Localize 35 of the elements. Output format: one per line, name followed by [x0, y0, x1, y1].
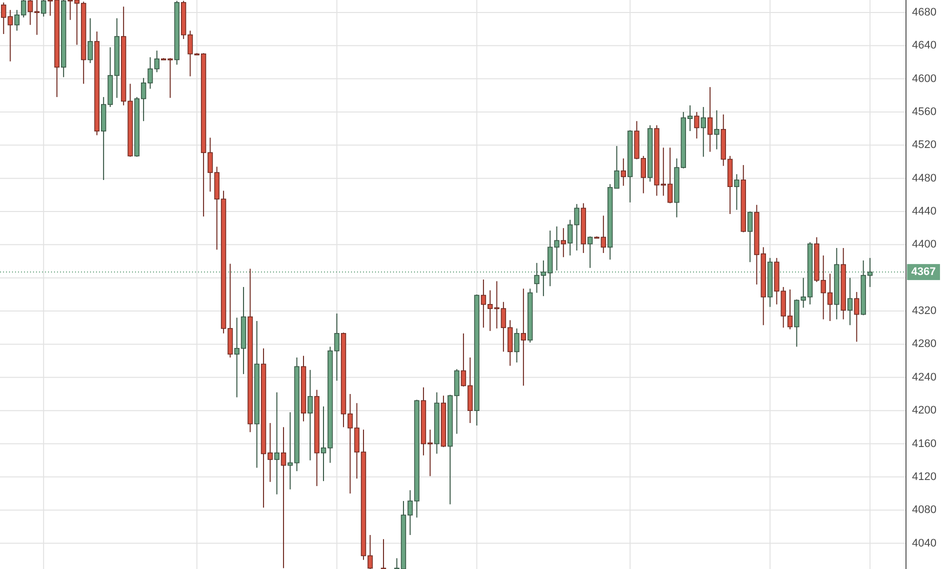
y-tick-label: 4440: [912, 206, 936, 218]
candlestick: [714, 110, 720, 150]
candlestick: [747, 211, 753, 263]
ref-line-label: 4367: [911, 266, 936, 278]
y-tick-label: 4520: [912, 139, 936, 152]
y-tick-label: 4600: [912, 72, 936, 85]
candlestick: [40, 0, 46, 18]
y-tick-label: 4080: [912, 504, 936, 516]
y-tick-label: 4240: [912, 371, 936, 384]
candlestick: [274, 392, 280, 495]
y-tick-label: 4480: [912, 172, 936, 184]
candlestick: [734, 174, 740, 210]
y-tick-label: 4040: [912, 537, 936, 550]
y-tick-label: 4400: [912, 238, 936, 251]
candlestick: [854, 291, 860, 342]
candlestick: [560, 228, 566, 258]
y-tick-label: 4680: [912, 6, 936, 18]
candlestick: [514, 328, 520, 363]
y-tick-label: 4280: [912, 338, 936, 350]
candlestick: [280, 426, 286, 569]
candlestick: [308, 369, 313, 461]
candlestick: [707, 86, 713, 152]
y-tick-label: 4160: [912, 438, 936, 450]
candlestick: [88, 18, 93, 64]
y-tick-label: 4120: [912, 470, 936, 483]
candlestick: [520, 288, 526, 386]
candlestick: [694, 111, 700, 140]
candlestick: [587, 236, 593, 268]
y-tick-label: 4640: [912, 40, 936, 52]
y-tick-label: 4560: [912, 106, 936, 118]
y-tick-label: 4320: [912, 305, 936, 318]
candlestick: [847, 277, 853, 326]
y-tick-label: 4200: [912, 404, 936, 417]
candlestick: [700, 106, 706, 158]
candlestick: [620, 158, 626, 186]
